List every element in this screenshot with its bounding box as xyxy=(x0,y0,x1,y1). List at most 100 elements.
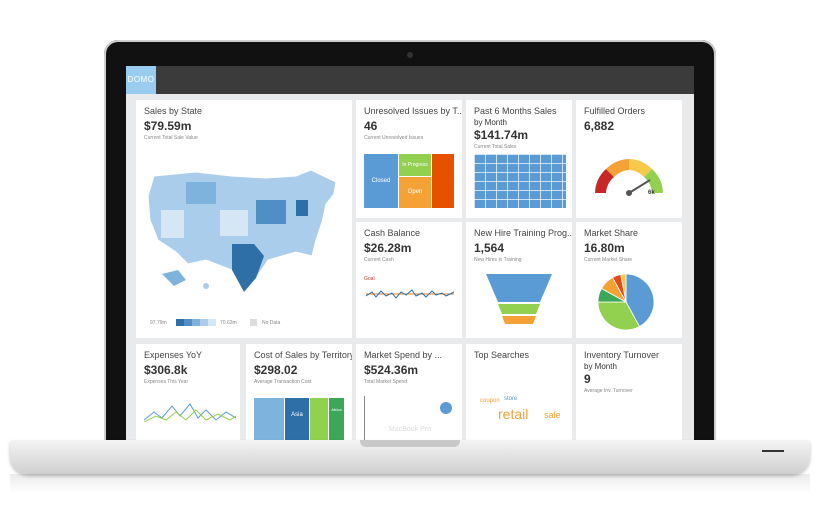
card-title: Cost of Sales by Territory xyxy=(254,350,352,360)
y-axis xyxy=(364,396,365,440)
gauge-segment xyxy=(644,169,663,193)
laptop-notch xyxy=(360,440,460,447)
top-bar: DOMO xyxy=(126,66,694,94)
search-word: retail xyxy=(498,406,529,422)
card-expenses-yoy[interactable]: Expenses YoY $306.8k Expenses This Year xyxy=(136,344,240,440)
gauge xyxy=(595,159,663,196)
legend-scale xyxy=(176,319,216,326)
card-value: $26.28m xyxy=(364,241,412,255)
camera xyxy=(407,52,413,58)
state-region xyxy=(296,200,308,216)
card-caption: Average Inv. Turnover xyxy=(584,388,633,394)
card-new-hire-training[interactable]: New Hire Training Prog... 1,564 New Hire… xyxy=(466,222,572,338)
card-caption: Current Cash xyxy=(364,257,394,263)
gauge-segment xyxy=(606,159,629,177)
treemap-open: Open xyxy=(399,177,431,208)
card-value: $298.02 xyxy=(254,363,298,377)
card-caption: Expenses This Year xyxy=(144,379,189,385)
card-past-6-months-sales[interactable]: Past 6 Months Sales by Month $141.74m Cu… xyxy=(466,100,572,218)
expenses-lines xyxy=(144,403,236,422)
pie-slice xyxy=(620,273,627,303)
gauge-label: 6k xyxy=(648,190,655,196)
funnel-stage xyxy=(486,274,552,302)
card-caption: Current Total Sales xyxy=(474,144,517,150)
card-subtitle: by Month xyxy=(474,118,507,127)
card-fulfilled-orders[interactable]: Fulfilled Orders 6,882 6k xyxy=(576,100,682,218)
card-cash-balance[interactable]: Cash Balance $26.28m Current Cash Goal xyxy=(356,222,462,338)
cash-line xyxy=(366,289,455,299)
card-title: Past 6 Months Sales xyxy=(474,106,557,116)
legend-nodata-swatch xyxy=(250,319,257,326)
texas-state xyxy=(232,244,264,292)
state-region xyxy=(256,200,286,224)
treemap-africa: Africa xyxy=(329,398,344,440)
series-line xyxy=(144,403,236,421)
gauge-segment xyxy=(629,159,652,177)
card-cost-by-territory[interactable]: Cost of Sales by Territory $298.02 Avera… xyxy=(246,344,352,440)
card-value: $306.8k xyxy=(144,363,188,377)
card-value: 1,564 xyxy=(474,241,505,255)
laptop-slot xyxy=(762,450,784,452)
card-title: Expenses YoY xyxy=(144,350,203,360)
card-value: 16.80m xyxy=(584,241,625,255)
card-unresolved-issues[interactable]: Unresolved Issues by T... 46 Current Unr… xyxy=(356,100,462,218)
card-caption: New Hires in Training xyxy=(474,257,522,263)
legend-max: 70.63m xyxy=(220,320,237,326)
card-title: Inventory Turnover xyxy=(584,350,660,360)
market-share-pie xyxy=(597,273,655,331)
state-region xyxy=(220,210,248,236)
cash-sparkline xyxy=(366,289,455,299)
goal-label: Goal xyxy=(364,276,375,282)
treemap-cell xyxy=(310,398,328,440)
card-value: 6,882 xyxy=(584,119,615,133)
card-value: $79.59m xyxy=(144,119,192,133)
state-region xyxy=(186,182,216,204)
card-top-searches[interactable]: Top Searches coupon store retail sale xyxy=(466,344,572,440)
treemap-in-progress: In Progress xyxy=(399,154,431,176)
us-map xyxy=(147,169,337,293)
laptop-screen: DOMO Sales by State $79.59m Current Tota… xyxy=(126,66,694,440)
card-caption: Current Total Sale Value xyxy=(144,135,198,141)
legend-nodata: No Data xyxy=(262,320,281,326)
card-title: Top Searches xyxy=(474,350,530,360)
card-title: Unresolved Issues by T... xyxy=(364,106,462,116)
card-title: Market Spend by ... xyxy=(364,350,443,360)
treemap-other xyxy=(432,154,454,208)
card-title: Cash Balance xyxy=(364,228,421,238)
domo-logo[interactable]: DOMO xyxy=(126,66,156,94)
card-inventory-turnover[interactable]: Inventory Turnover by Month 9 Average In… xyxy=(576,344,682,440)
laptop-shadow xyxy=(10,474,810,494)
card-value: $141.74m xyxy=(474,128,529,142)
card-market-share[interactable]: Market Share 16.80m Current Market Share xyxy=(576,222,682,338)
state-region xyxy=(161,210,184,238)
gauge-hub xyxy=(626,190,632,196)
gauge-needle xyxy=(628,179,651,194)
treemap-asia: Asia xyxy=(285,398,309,440)
search-word: coupon xyxy=(480,398,500,404)
card-caption: Average Transaction Cost xyxy=(254,379,312,385)
card-market-spend[interactable]: Market Spend by ... $524.36m Total Marke… xyxy=(356,344,462,440)
pie-slice xyxy=(625,273,655,328)
series-line xyxy=(144,409,236,422)
alaska-state xyxy=(162,270,186,286)
heatmap-grid xyxy=(474,154,566,208)
legend-min: 97.79m xyxy=(150,320,167,326)
card-title: Market Share xyxy=(584,228,639,238)
funnel-stage xyxy=(502,316,536,324)
gauge-segment xyxy=(595,169,614,193)
treemap-cell xyxy=(254,398,284,440)
card-sales-by-state[interactable]: Sales by State $79.59m Current Total Sal… xyxy=(136,100,352,338)
card-title: Fulfilled Orders xyxy=(584,106,646,116)
funnel-stage xyxy=(498,304,540,314)
bubble-point xyxy=(440,402,452,414)
treemap-closed: Closed xyxy=(364,154,398,208)
card-caption: Current Market Share xyxy=(584,257,633,263)
card-value: $524.36m xyxy=(364,363,419,377)
card-title: Sales by State xyxy=(144,106,203,116)
card-subtitle: by Month xyxy=(584,362,617,371)
hawaii-state xyxy=(203,283,209,289)
card-title: New Hire Training Prog... xyxy=(474,228,572,238)
card-caption: Current Unresolved Issues xyxy=(364,135,424,141)
search-word: store xyxy=(504,396,518,402)
device-brand: MacBook Pro xyxy=(388,426,432,433)
